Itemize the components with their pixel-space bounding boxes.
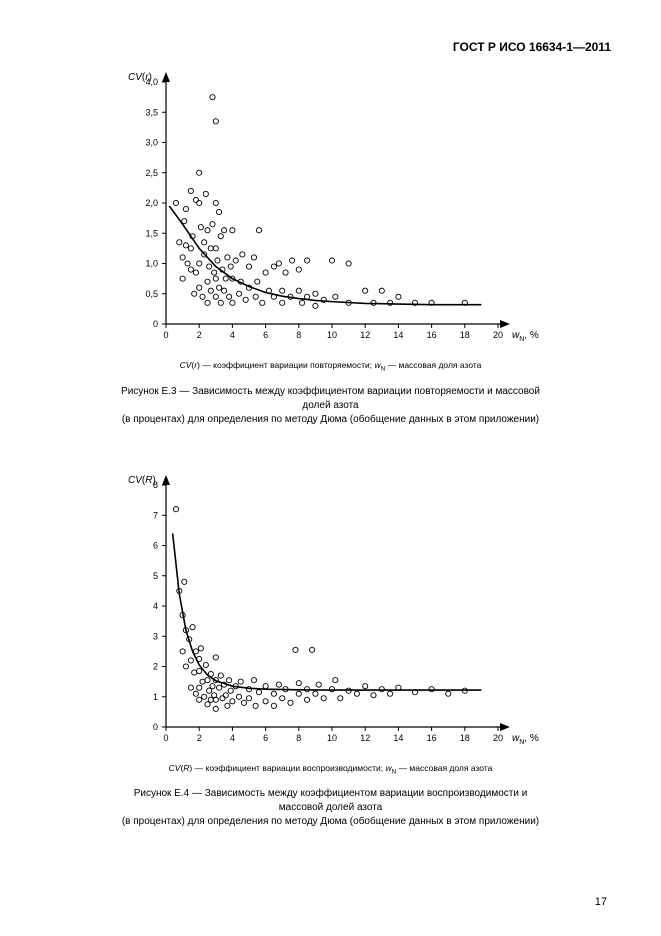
figure-e3: 0246810121416182000,51,01,52,02,53,03,54… xyxy=(116,64,546,427)
legend1-wn: N xyxy=(381,366,386,373)
svg-text:0: 0 xyxy=(152,319,157,329)
figure-e4-svg: 02468101214161820012345678CV(R)wN, % xyxy=(116,467,546,757)
svg-text:wN, %: wN, % xyxy=(512,330,539,343)
svg-text:4: 4 xyxy=(229,330,234,340)
page-number: 17 xyxy=(595,896,607,908)
figure-e3-caption: Рисунок Е.3 — Зависимость между коэффици… xyxy=(116,385,546,427)
legend2-cv: CV xyxy=(169,763,181,773)
svg-text:10: 10 xyxy=(326,330,336,340)
svg-text:2: 2 xyxy=(196,733,201,743)
figure-e4-caption: Рисунок Е.4 — Зависимость между коэффици… xyxy=(116,787,546,829)
figure-e3-svg: 0246810121416182000,51,01,52,02,53,03,54… xyxy=(116,64,546,354)
svg-text:3: 3 xyxy=(152,631,157,641)
figure-e4-caption-line1: Рисунок Е.4 — Зависимость между коэффици… xyxy=(116,787,546,815)
spacer xyxy=(50,427,611,467)
legend2-wn: N xyxy=(392,768,397,775)
svg-text:8: 8 xyxy=(296,330,301,340)
svg-text:1: 1 xyxy=(152,691,157,701)
document-header: ГОСТ Р ИСО 16634-1—2011 xyxy=(50,40,611,54)
figure-e4-plot: 02468101214161820012345678CV(R)wN, % xyxy=(116,467,546,757)
legend2-R: (R) xyxy=(180,763,192,773)
svg-text:18: 18 xyxy=(459,733,469,743)
svg-text:2: 2 xyxy=(152,661,157,671)
svg-text:CV(R): CV(R) xyxy=(128,475,156,486)
figure-e3-plot: 0246810121416182000,51,01,52,02,53,03,54… xyxy=(116,64,546,354)
svg-text:3,0: 3,0 xyxy=(145,138,158,148)
figure-e3-caption-line1: Рисунок Е.3 — Зависимость между коэффици… xyxy=(116,385,546,413)
svg-text:2: 2 xyxy=(196,330,201,340)
figure-e3-caption-line2: (в процентах) для определения по методу … xyxy=(116,413,546,427)
page: ГОСТ Р ИСО 16634-1—2011 0246810121416182… xyxy=(0,0,661,936)
figure-e4-caption-line2: (в процентах) для определения по методу … xyxy=(116,815,546,829)
legend1-r: (r) xyxy=(191,360,200,370)
svg-text:12: 12 xyxy=(360,330,370,340)
svg-text:6: 6 xyxy=(152,540,157,550)
legend2-suffix: — массовая доля азота xyxy=(399,763,493,773)
svg-text:0: 0 xyxy=(152,722,157,732)
svg-text:8: 8 xyxy=(296,733,301,743)
svg-text:10: 10 xyxy=(326,733,336,743)
svg-text:0: 0 xyxy=(163,330,168,340)
figure-e4: 02468101214161820012345678CV(R)wN, % CV(… xyxy=(116,467,546,830)
svg-text:16: 16 xyxy=(426,330,436,340)
svg-text:5: 5 xyxy=(152,570,157,580)
svg-text:7: 7 xyxy=(152,510,157,520)
legend1-cv: CV xyxy=(180,360,192,370)
svg-text:18: 18 xyxy=(459,330,469,340)
svg-text:14: 14 xyxy=(393,330,403,340)
svg-text:6: 6 xyxy=(263,733,268,743)
svg-text:4: 4 xyxy=(229,733,234,743)
svg-text:20: 20 xyxy=(492,733,502,743)
svg-text:2,5: 2,5 xyxy=(145,168,158,178)
svg-text:0: 0 xyxy=(163,733,168,743)
svg-text:1,5: 1,5 xyxy=(145,228,158,238)
svg-text:16: 16 xyxy=(426,733,436,743)
svg-text:12: 12 xyxy=(360,733,370,743)
svg-text:3,5: 3,5 xyxy=(145,107,158,117)
svg-text:2,0: 2,0 xyxy=(145,198,158,208)
svg-text:0,5: 0,5 xyxy=(145,289,158,299)
legend1-suffix: — массовая доля азота xyxy=(388,360,482,370)
svg-text:6: 6 xyxy=(263,330,268,340)
svg-text:4: 4 xyxy=(152,601,157,611)
legend1-prefix: — коэффициент вариации повторяемости; xyxy=(202,360,374,370)
figure-e3-legend: CV(r) — коэффициент вариации повторяемос… xyxy=(116,360,546,373)
legend2-prefix: — коэффициент вариации воспроизводимости… xyxy=(195,763,386,773)
svg-text:CV(r): CV(r) xyxy=(128,72,152,83)
svg-text:14: 14 xyxy=(393,733,403,743)
svg-text:wN, %: wN, % xyxy=(512,733,539,746)
svg-text:20: 20 xyxy=(492,330,502,340)
figure-e4-legend: CV(R) — коэффициент вариации воспроизвод… xyxy=(116,763,546,776)
svg-text:1,0: 1,0 xyxy=(145,259,158,269)
